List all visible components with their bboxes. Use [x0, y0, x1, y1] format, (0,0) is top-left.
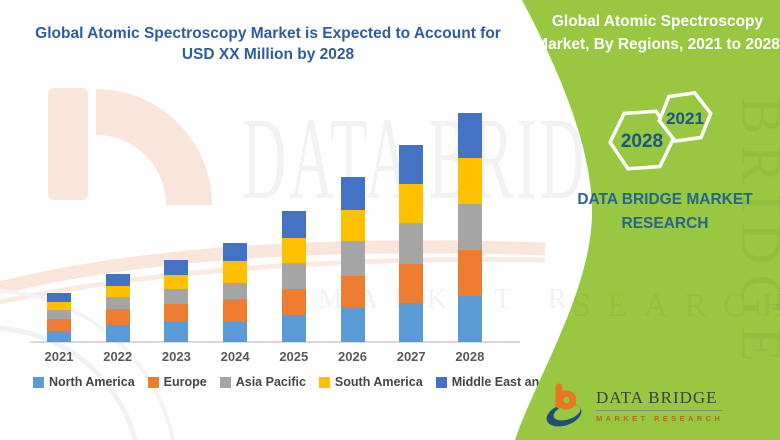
bar-segment-2026-north-america	[340, 308, 365, 342]
bar-segment-2027-asia-pacific	[399, 223, 424, 264]
bar-segment-2027-south-america	[399, 184, 424, 223]
bar-segment-2025-asia-pacific	[281, 263, 306, 289]
bar-segment-2026-middle-east-and-africa	[340, 177, 365, 210]
bar-segment-2022-europe	[105, 309, 130, 325]
x-axis-label-2026: 2026	[338, 349, 367, 364]
bar-segment-2022-north-america	[105, 325, 130, 342]
bar-segment-2023-europe	[164, 304, 189, 322]
legend-label: South America	[334, 375, 423, 389]
bar-segment-2025-south-america	[281, 238, 306, 263]
x-axis-label-2023: 2023	[161, 349, 191, 364]
legend-swatch	[219, 376, 231, 388]
bar-segment-2024-asia-pacific	[223, 283, 248, 299]
chart-legend: North America Europe Asia Pacific South Ame…	[33, 375, 585, 389]
bar-segment-2027-middle-east-and-africa	[399, 145, 424, 184]
x-axis-label-2021: 2021	[44, 349, 74, 364]
hexagon-2021-label: 2021	[666, 109, 704, 128]
panel-title-line2: Market, By Regions, 2021 to 2028	[535, 36, 780, 54]
bar-segment-2025-middle-east-and-africa	[281, 211, 306, 238]
dbmr-logo-name: DATA BRIDGE	[596, 388, 724, 411]
x-axis-label-2025: 2025	[279, 349, 309, 364]
hexagon-2028-outline	[608, 109, 676, 171]
hexagon-2021-outline	[657, 91, 713, 143]
panel-watermark-vertical: BRIDGE	[729, 96, 780, 372]
bar-segment-2025-north-america	[281, 315, 306, 342]
bar-segment-2022-middle-east-and-africa	[105, 274, 130, 286]
watermark-logo-stem	[48, 88, 88, 200]
legend-item-north-america: North America	[33, 375, 135, 389]
dbmr-logo-text: DATA BRIDGE MARKET RESEARCH	[596, 388, 724, 423]
legend-label: Europe	[163, 375, 207, 389]
bar-segment-2028-asia-pacific	[457, 204, 482, 250]
bar-segment-2021-asia-pacific	[47, 310, 71, 319]
logo-b-bowl	[556, 390, 577, 410]
bar-segment-2024-europe	[223, 299, 248, 322]
bar-segment-2024-north-america	[223, 322, 248, 342]
panel-brand-text: DATA BRIDGE MARKET RESEARCH	[577, 191, 753, 233]
bar-segment-2024-south-america	[223, 261, 248, 283]
x-axis-line	[30, 341, 520, 343]
legend-item-asia-pacific: Asia Pacific	[219, 375, 306, 389]
bar-segment-2027-north-america	[399, 303, 424, 342]
bar-segment-2026-asia-pacific	[340, 241, 365, 276]
chart-title-line1: Global Atomic Spectroscopy Market is Exp…	[35, 25, 501, 42]
legend-swatch	[147, 376, 159, 388]
chart-title: Global Atomic Spectroscopy Market is Exp…	[18, 24, 518, 66]
panel-title-line1: Global Atomic Spectroscopy	[551, 13, 764, 30]
panel-title: Global Atomic Spectroscopy Market, By Re…	[535, 10, 780, 57]
bar-segment-2022-south-america	[105, 286, 130, 297]
dbmr-logo: DATA BRIDGE MARKET RESEARCH	[543, 381, 724, 429]
x-axis-label-2028: 2028	[455, 349, 485, 364]
bar-segment-2026-europe	[340, 276, 365, 308]
legend-item-europe: Europe	[147, 375, 207, 389]
watermark-logo-bowl	[95, 89, 212, 206]
hexagon-2021	[657, 91, 713, 143]
bar-segment-2027-europe	[399, 264, 424, 303]
bar-segment-2021-middle-east-and-africa	[47, 293, 71, 302]
bar-segment-2028-south-america	[457, 158, 482, 204]
logo-swoosh-cutout	[553, 404, 581, 421]
legend-swatch	[318, 376, 330, 388]
bar-segment-2021-south-america	[47, 302, 71, 310]
bar-segment-2023-north-america	[164, 322, 189, 342]
bar-segment-2024-middle-east-and-africa	[223, 243, 248, 261]
bar-segment-2022-asia-pacific	[105, 297, 130, 309]
panel-watermark-text: SEARCH	[572, 287, 780, 324]
bar-segment-2026-south-america	[340, 210, 365, 241]
legend-swatch	[33, 376, 44, 388]
bar-segment-2023-asia-pacific	[164, 289, 189, 304]
dbmr-logo-icon	[546, 383, 582, 427]
bar-segment-2023-middle-east-and-africa	[164, 260, 189, 275]
bar-segment-2025-europe	[281, 289, 306, 315]
bar-segment-2028-europe	[457, 250, 482, 296]
side-panel-background	[515, 0, 780, 440]
bar-segment-2021-europe	[47, 319, 71, 331]
hexagon-2028	[608, 109, 676, 171]
legend-label: North America	[49, 375, 135, 389]
chart-title-line2: USD XX Million by 2028	[181, 45, 355, 63]
bar-segment-2028-middle-east-and-africa	[457, 113, 482, 158]
x-axis-label-2022: 2022	[103, 349, 133, 364]
bar-segment-2023-south-america	[164, 275, 189, 289]
hexagon-2028-label: 2028	[621, 131, 663, 152]
legend-item-south-america: South America	[318, 375, 423, 389]
x-axis-label-2027: 2027	[396, 349, 426, 364]
legend-swatch	[435, 376, 447, 388]
legend-label: Asia Pacific	[235, 375, 306, 389]
dbmr-logo-subtitle: MARKET RESEARCH	[596, 413, 724, 423]
bar-segment-2028-north-america	[457, 296, 482, 342]
side-panel: BRIDGE SEARCH 2028 2021	[515, 0, 780, 440]
bar-segment-2021-north-america	[47, 331, 71, 342]
x-axis-label-2024: 2024	[220, 349, 250, 364]
